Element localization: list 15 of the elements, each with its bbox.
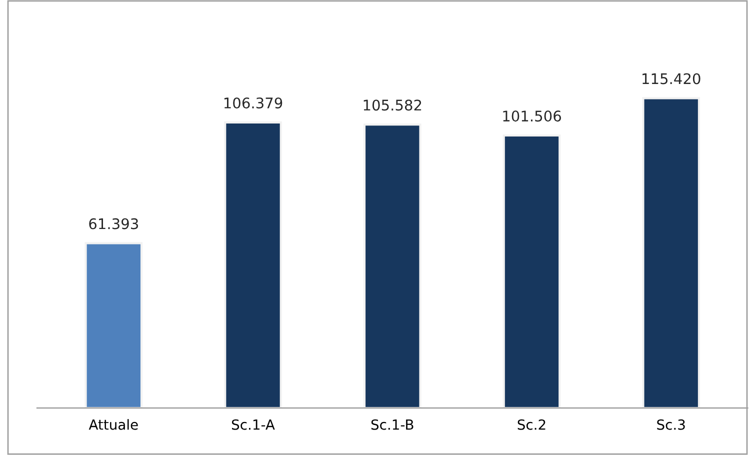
x-tick-label: Sc.1-A bbox=[232, 419, 275, 430]
data-label: 106.379 bbox=[224, 97, 282, 108]
data-label: 101.506 bbox=[503, 110, 561, 122]
bar bbox=[84, 242, 143, 408]
bar bbox=[224, 121, 282, 408]
x-tick-label: Sc.2 bbox=[518, 419, 546, 430]
data-label: 115.420 bbox=[642, 73, 700, 84]
bar bbox=[502, 134, 561, 408]
x-tick-label: Sc.3 bbox=[657, 419, 685, 430]
bar bbox=[363, 124, 422, 408]
data-label: 105.582 bbox=[364, 100, 422, 111]
bar bbox=[642, 97, 700, 408]
data-label: 61.393 bbox=[89, 218, 138, 230]
x-tick-label: Sc.1-B bbox=[371, 419, 414, 430]
x-tick-label: Attuale bbox=[88, 419, 138, 430]
